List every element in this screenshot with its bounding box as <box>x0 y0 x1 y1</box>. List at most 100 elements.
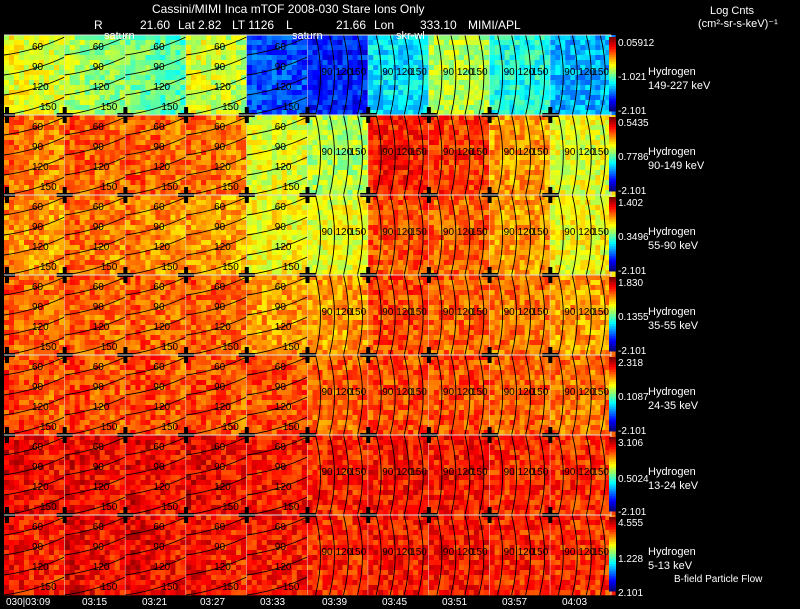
cbar-0-min: -2.101 <box>618 106 647 117</box>
marker-skr: skr-wl <box>396 30 425 42</box>
marker-saturn-1: saturn <box>104 30 135 42</box>
contour-lines <box>557 194 606 276</box>
contour-label: 90 <box>382 227 394 238</box>
contour-label: 60 <box>214 362 226 373</box>
contour-label: 120 <box>275 322 292 333</box>
contour-label: 150 <box>283 182 300 193</box>
band-3-energy: 35-55 keV <box>648 320 699 332</box>
contour-label: 60 <box>275 122 287 133</box>
contour-label: 120 <box>578 227 595 238</box>
band-6-energy: 5-13 keV <box>648 560 693 572</box>
contour-label: 120 <box>275 242 292 253</box>
contour-label: 90 <box>504 67 516 78</box>
contour-label: 150 <box>350 387 367 398</box>
contour-lines <box>375 194 424 276</box>
contour-label: 150 <box>40 422 57 433</box>
heatmap-panel <box>64 515 130 596</box>
contour-label: 90 <box>275 462 287 473</box>
time-label-6: 03:45 <box>382 597 408 608</box>
contour-label: 150 <box>161 342 178 353</box>
contour-label: 90 <box>275 142 287 153</box>
contour-label: 150 <box>101 582 118 593</box>
contour-label: 90 <box>32 462 44 473</box>
contour-label: 120 <box>336 547 353 558</box>
contour-lines <box>557 274 606 356</box>
contour-label: 120 <box>396 467 413 478</box>
contour-label: 90 <box>93 382 105 393</box>
contour-label: 150 <box>350 227 367 238</box>
contour-label: 150 <box>471 387 488 398</box>
contour-label: 60 <box>32 362 44 373</box>
contour-label: 90 <box>504 547 516 558</box>
contour-label: 60 <box>32 522 44 533</box>
contour-label: 90 <box>504 227 516 238</box>
contour-lines <box>375 274 424 356</box>
contour-label: 150 <box>283 582 300 593</box>
contour-label: 90 <box>32 222 44 233</box>
contour-label: 120 <box>396 307 413 318</box>
cbar-6-min: 2.101 <box>618 588 644 599</box>
contour-label: 150 <box>592 67 609 78</box>
contour-lines <box>557 34 606 116</box>
lon-label: Lon <box>374 18 395 32</box>
contour-label: 150 <box>532 67 549 78</box>
contour-label: 150 <box>532 147 549 158</box>
contour-lines <box>436 354 485 436</box>
contour-label: 90 <box>504 147 516 158</box>
band-0-species: Hydrogen <box>648 66 696 78</box>
heatmap-panel <box>428 275 495 356</box>
org-label: MIMI/APL <box>468 18 521 32</box>
contour-label: 150 <box>350 147 367 158</box>
contour-label: 120 <box>396 227 413 238</box>
contour-label: 90 <box>275 542 287 553</box>
contour-label: 60 <box>93 282 105 293</box>
contour-label: 120 <box>578 547 595 558</box>
contour-label: 120 <box>93 322 110 333</box>
contour-lines <box>497 354 546 436</box>
contour-label: 150 <box>350 67 367 78</box>
contour-label: 90 <box>32 142 44 153</box>
chart-title: Cassini/MIMI Inca mTOF 2008-030 Stare Io… <box>152 2 425 16</box>
contour-label: 60 <box>214 522 226 533</box>
contour-label: 90 <box>504 467 516 478</box>
cbar-5-max: 3.106 <box>618 438 644 449</box>
contour-lines <box>315 114 363 196</box>
contour-label: 90 <box>382 307 394 318</box>
contour-lines <box>557 434 606 516</box>
contour-lines <box>64 436 126 516</box>
contour-label: 120 <box>457 307 474 318</box>
contour-label: 150 <box>410 227 427 238</box>
band-3-species: Hydrogen <box>648 306 696 318</box>
contour-label: 150 <box>592 387 609 398</box>
contour-label: 90 <box>443 67 455 78</box>
contour-label: 120 <box>396 147 413 158</box>
contour-label: 60 <box>93 522 105 533</box>
band-2-species: Hydrogen <box>648 226 696 238</box>
bfield-legend: B-field Particle Flow <box>674 574 763 585</box>
cbar-2-max: 1.402 <box>618 198 644 209</box>
contour-label: 150 <box>40 102 57 113</box>
time-label-1: 03:15 <box>82 597 108 608</box>
contour-label: 90 <box>93 62 105 73</box>
contour-lines <box>557 354 606 436</box>
contour-label: 120 <box>578 147 595 158</box>
contour-label: 120 <box>93 162 110 173</box>
contour-label: 120 <box>275 82 292 93</box>
contour-label: 150 <box>350 547 367 558</box>
heatmap-panel <box>246 115 313 196</box>
r-value: 21.60 <box>140 18 171 32</box>
contour-label: 150 <box>101 342 118 353</box>
contour-label: 120 <box>214 162 231 173</box>
contour-label: 120 <box>336 307 353 318</box>
contour-lines <box>186 276 247 356</box>
colorbar <box>609 37 616 112</box>
contour-label: 60 <box>153 282 165 293</box>
contour-label: 60 <box>32 42 44 53</box>
contour-label: 120 <box>32 402 49 413</box>
contour-label: 90 <box>504 387 516 398</box>
contour-label: 150 <box>471 307 488 318</box>
contour-label: 120 <box>518 307 535 318</box>
contour-label: 150 <box>592 307 609 318</box>
marker-saturn-2: saturn <box>292 30 323 42</box>
contour-label: 90 <box>322 547 334 558</box>
